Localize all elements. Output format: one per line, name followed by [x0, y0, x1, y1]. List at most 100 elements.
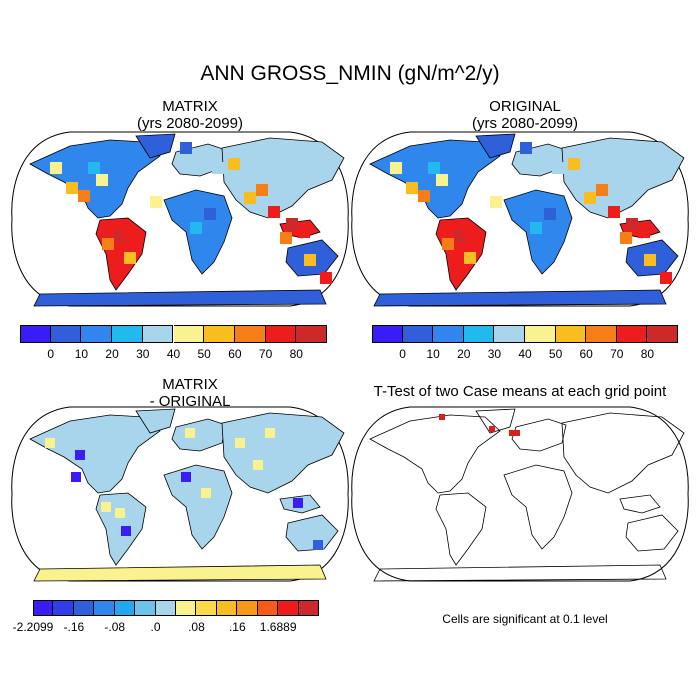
- ttest-coastline-southeast-asia: [619, 494, 661, 514]
- panel-title-matrix-line1: MATRIX: [162, 98, 218, 115]
- original-grid-cell-18: [660, 272, 672, 284]
- colorbar-difference-label-7: 1.6889: [259, 620, 297, 634]
- original-grid-cell-17: [644, 254, 656, 266]
- original-grid-cell-7: [436, 174, 448, 186]
- diff-land-antarctica: [33, 564, 327, 582]
- matrix-grid-cell-22: [150, 196, 162, 208]
- ttest-significant-cell-1: [439, 414, 445, 420]
- colorbar-matrix-label-3: 20: [105, 347, 119, 361]
- matrix-grid-cell-3: [122, 226, 134, 238]
- colorbar-matrix-swatch-6: [173, 325, 205, 343]
- colorbar-matrix-label-1: 0: [47, 347, 55, 361]
- diff-grid-cell-9: [201, 488, 211, 498]
- original-grid-cell-15: [544, 208, 556, 220]
- matrix-grid-cell-17: [304, 254, 316, 266]
- ttest-coastline-greenland: [475, 408, 516, 434]
- diff-land-europe: [171, 418, 227, 452]
- colorbar-difference-swatch-13: [278, 600, 299, 616]
- matrix-grid-cell-13: [298, 226, 310, 238]
- diff-land-north-america: [29, 414, 161, 494]
- diff-land-australia: [285, 514, 339, 552]
- significance-note: Cells are significant at 0.1 level: [442, 612, 608, 626]
- colorbar-difference-swatch-1: [33, 600, 54, 616]
- matrix-grid-cell-20: [212, 162, 224, 174]
- panel-title-ttest: T-Test of two Case means at each grid po…: [373, 383, 667, 400]
- colorbar-original-swatch-6: [525, 325, 556, 343]
- diff-grid-cell-8: [265, 428, 275, 438]
- colorbar-original-swatch-5: [494, 325, 525, 343]
- diff-land-africa: [163, 464, 233, 550]
- matrix-land-greenland: [135, 133, 176, 159]
- colorbar-original-label-8: 70: [610, 347, 624, 361]
- matrix-grid-cell-14: [280, 232, 292, 244]
- map-ttest: [351, 406, 689, 582]
- colorbar-difference-swatch-10: [216, 600, 238, 616]
- panel-title-matrix-line2: (yrs 2080-2099): [137, 115, 243, 132]
- panel-title-original-line1: ORIGINAL: [489, 98, 561, 115]
- ttest-coastline-africa: [503, 464, 573, 550]
- colorbar-original-swatch-1: [372, 325, 403, 343]
- panel-title-original: ORIGINAL (yrs 2080-2099): [395, 98, 655, 132]
- panel-title-difference-line1: MATRIX: [162, 376, 218, 393]
- colorbar-matrix-label-4: 30: [136, 347, 150, 361]
- colorbar-difference-swatch-6: [135, 600, 156, 616]
- colorbar-original-label-6: 50: [548, 347, 563, 361]
- diff-grid-cell-10: [181, 472, 191, 482]
- matrix-grid-cell-10: [256, 184, 268, 196]
- matrix-grid-cell-21: [180, 142, 192, 154]
- colorbar-original-swatch-3: [433, 325, 464, 343]
- ttest-map-frame: [351, 406, 689, 582]
- colorbar-matrix-swatch-8: [234, 325, 266, 343]
- colorbar-difference-label-4: .0: [150, 620, 161, 634]
- colorbar-original-label-2: 10: [426, 347, 440, 361]
- ttest-coastline-europe: [511, 418, 567, 452]
- colorbar-matrix-label-7: 60: [228, 347, 242, 361]
- figure-title: ANN GROSS_NMIN (gN/m^2/y): [200, 62, 500, 85]
- diff-land-greenland: [135, 408, 176, 434]
- colorbar-matrix-label-6: 50: [197, 347, 211, 361]
- diff-grid-cell-11: [293, 498, 303, 508]
- diff-grid-cell-5: [115, 508, 125, 518]
- colorbar-matrix-swatch-5: [142, 325, 174, 343]
- panel-title-difference-line2: - ORIGINAL: [149, 393, 231, 410]
- matrix-grid-cell-12: [286, 218, 298, 230]
- map-matrix: [11, 131, 349, 307]
- original-grid-cell-9: [584, 192, 596, 204]
- colorbar-original: 0 10 20 30 40 50 60 70 80: [372, 325, 678, 361]
- colorbar-matrix-swatch-7: [204, 325, 235, 343]
- colorbar-original-label-1: 0: [399, 347, 406, 361]
- matrix-grid-cell-4: [102, 238, 114, 250]
- ttest-significant-cell-3: [509, 430, 515, 436]
- original-grid-cell-13: [638, 226, 650, 238]
- map-difference: [11, 406, 349, 582]
- panel-title-difference: MATRIX - ORIGINAL: [60, 376, 320, 410]
- diff-grid-cell-1: [45, 438, 55, 448]
- colorbar-original-swatch-2: [402, 325, 434, 343]
- original-grid-cell-12: [626, 218, 638, 230]
- original-grid-cell-24: [464, 252, 476, 264]
- colorbar-original-label-4: 30: [487, 347, 502, 361]
- colorbar-original-label-5: 40: [518, 347, 532, 361]
- matrix-grid-cell-9: [244, 192, 256, 204]
- original-grid-cell-3: [462, 226, 474, 238]
- panel-title-original-line2: (yrs 2080-2099): [472, 115, 578, 132]
- colorbar-matrix-swatch-3: [81, 325, 113, 343]
- colorbar-matrix-swatch-4: [112, 325, 143, 343]
- ttest-coastline-australia: [625, 514, 679, 552]
- colorbar-difference: -2.2099 -.16 -.08 .0 .08 .16 1.6889: [13, 600, 319, 634]
- colorbar-original-label-9: 80: [640, 347, 655, 361]
- colorbar-matrix-swatch-9: [265, 325, 297, 343]
- original-grid-cell-21: [520, 142, 532, 154]
- original-grid-cell-4: [442, 238, 454, 250]
- ttest-coastline-antarctica: [373, 564, 667, 582]
- original-grid-cell-23: [428, 162, 440, 174]
- diff-grid-cell-7: [235, 438, 245, 448]
- colorbar-matrix-label-9: 80: [289, 347, 303, 361]
- diff-grid-cell-2: [75, 450, 85, 460]
- colorbar-matrix-swatch-10: [296, 325, 327, 343]
- colorbar-original-swatch-4: [463, 325, 495, 343]
- ttest-coastline-asia: [561, 412, 685, 494]
- colorbar-original-swatch-7: [555, 325, 587, 343]
- original-grid-cell-5: [406, 182, 418, 194]
- colorbar-matrix-label-2: 10: [74, 347, 89, 361]
